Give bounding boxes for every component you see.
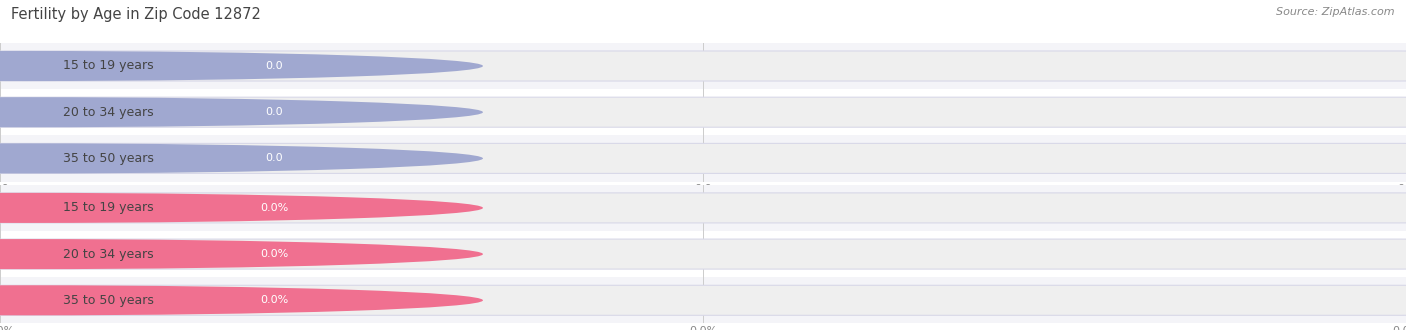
Circle shape (0, 51, 484, 81)
FancyBboxPatch shape (0, 89, 1406, 135)
FancyBboxPatch shape (0, 97, 1406, 127)
FancyBboxPatch shape (0, 239, 1406, 269)
Circle shape (0, 285, 484, 315)
Text: 0.0: 0.0 (266, 61, 283, 71)
FancyBboxPatch shape (0, 135, 1406, 182)
Circle shape (0, 193, 484, 223)
Text: 20 to 34 years: 20 to 34 years (63, 248, 153, 261)
FancyBboxPatch shape (0, 277, 1406, 323)
Text: Fertility by Age in Zip Code 12872: Fertility by Age in Zip Code 12872 (11, 7, 262, 21)
FancyBboxPatch shape (0, 185, 1406, 231)
Text: 0.0: 0.0 (266, 153, 283, 163)
FancyBboxPatch shape (0, 51, 1406, 81)
FancyBboxPatch shape (0, 143, 1406, 174)
Text: 15 to 19 years: 15 to 19 years (63, 201, 153, 214)
Circle shape (0, 97, 484, 127)
FancyBboxPatch shape (0, 285, 1406, 315)
FancyBboxPatch shape (0, 193, 1406, 223)
FancyBboxPatch shape (0, 43, 1406, 89)
Text: 0.0%: 0.0% (260, 295, 288, 305)
FancyBboxPatch shape (0, 231, 1406, 277)
Circle shape (0, 239, 484, 269)
Text: 15 to 19 years: 15 to 19 years (63, 59, 153, 73)
Text: 35 to 50 years: 35 to 50 years (63, 294, 155, 307)
Text: Source: ZipAtlas.com: Source: ZipAtlas.com (1277, 7, 1395, 16)
Text: 35 to 50 years: 35 to 50 years (63, 152, 155, 165)
Text: 20 to 34 years: 20 to 34 years (63, 106, 153, 119)
Text: 0.0%: 0.0% (260, 203, 288, 213)
Text: 0.0%: 0.0% (260, 249, 288, 259)
Circle shape (0, 143, 484, 174)
Text: 0.0: 0.0 (266, 107, 283, 117)
